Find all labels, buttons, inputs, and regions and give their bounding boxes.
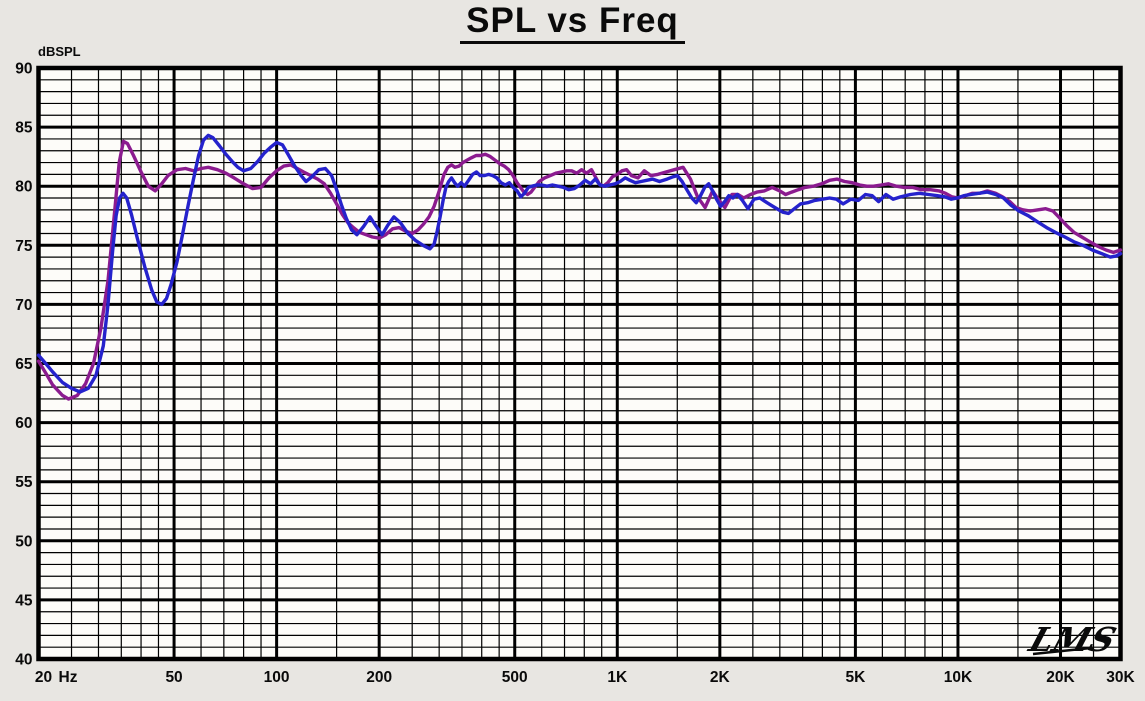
x-tick-label: 200 bbox=[366, 669, 392, 686]
x-tick-label: 100 bbox=[264, 669, 290, 686]
y-axis-tick-labels: 90 85 80 75 70 65 60 55 50 45 40 bbox=[15, 61, 33, 669]
x-tick-label: 5K bbox=[845, 669, 866, 686]
x-tick-label: 500 bbox=[502, 669, 528, 686]
chart-title: SPL vs Freq bbox=[0, 2, 1145, 44]
x-axis-tick-labels: 20 50 100 200 500 1K 2K 5K 10K 20K 30K Hz bbox=[35, 669, 1136, 686]
x-tick-label: 20 bbox=[35, 669, 52, 686]
lms-logo: LMS bbox=[1024, 620, 1121, 659]
x-tick-label: 30K bbox=[1106, 669, 1135, 686]
y-tick-label: 80 bbox=[15, 179, 32, 196]
grid-major bbox=[38, 68, 1121, 659]
curve-purple bbox=[36, 139, 1123, 401]
y-tick-label: 75 bbox=[15, 238, 33, 255]
x-tick-label: 50 bbox=[165, 669, 182, 686]
x-tick-label: 2K bbox=[710, 669, 731, 686]
y-tick-label: 55 bbox=[15, 474, 33, 491]
y-tick-label: 50 bbox=[15, 533, 32, 550]
y-tick-label: 60 bbox=[15, 415, 32, 432]
curve-blue bbox=[36, 133, 1123, 394]
y-axis-unit-label: dBSPL bbox=[38, 44, 81, 59]
x-tick-label: 20K bbox=[1046, 669, 1075, 686]
x-tick-label: 1K bbox=[607, 669, 628, 686]
x-axis-unit-label: Hz bbox=[59, 669, 78, 686]
y-tick-label: 65 bbox=[15, 356, 33, 373]
y-tick-label: 40 bbox=[15, 652, 32, 669]
chart-title-text: SPL vs Freq bbox=[460, 2, 685, 44]
y-tick-label: 45 bbox=[15, 592, 33, 609]
y-tick-label: 85 bbox=[15, 120, 33, 137]
y-tick-label: 70 bbox=[15, 297, 32, 314]
y-tick-label: 90 bbox=[15, 61, 32, 78]
x-tick-label: 10K bbox=[944, 669, 973, 686]
lms-logo-underline bbox=[1032, 646, 1092, 656]
